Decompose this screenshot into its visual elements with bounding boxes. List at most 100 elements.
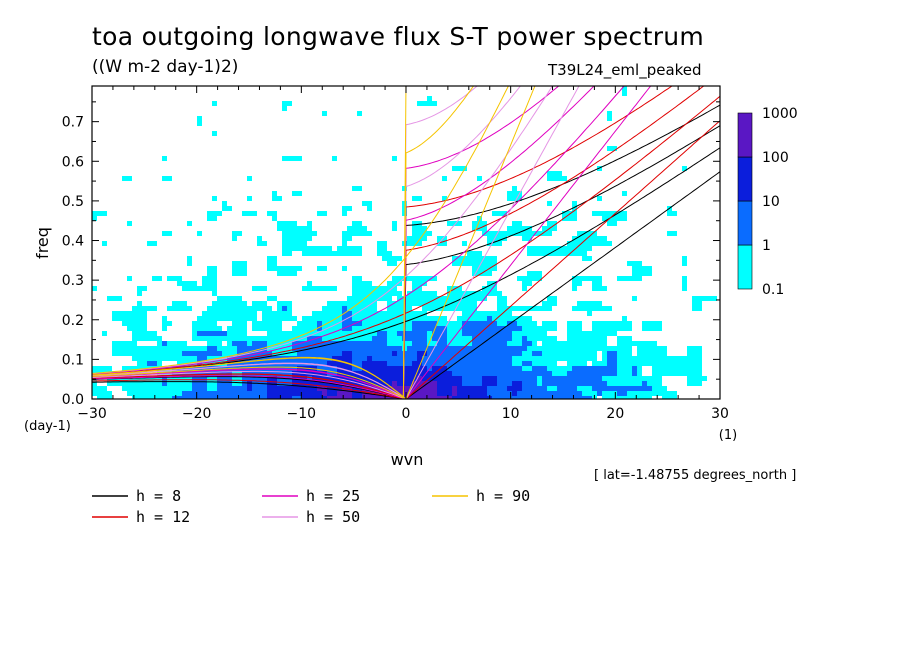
spectrum-cell — [682, 281, 687, 286]
spectrum-cell — [172, 371, 232, 376]
x-tick-label: 30 — [711, 406, 729, 422]
spectrum-cell — [457, 386, 487, 391]
spectrum-cell — [277, 306, 282, 311]
spectrum-cell — [337, 246, 362, 251]
spectrum-cell — [452, 386, 457, 391]
spectrum-cell — [342, 241, 347, 246]
spectrum-cell — [252, 326, 282, 331]
spectrum-cell — [352, 221, 362, 226]
spectrum-cell — [652, 371, 702, 376]
spectrum-cell — [317, 326, 322, 331]
spectrum-cell — [172, 301, 187, 306]
colorbar-label: 1 — [762, 238, 771, 254]
spectrum-cell — [127, 326, 147, 331]
spectrum-cell — [652, 386, 667, 391]
spectrum-cell — [227, 326, 247, 331]
spectrum-cell — [542, 351, 597, 356]
spectrum-cell — [617, 341, 657, 346]
spectrum-cell — [537, 381, 542, 386]
colorbar-segment — [737, 200, 753, 246]
chart-units: ((W m-2 day-1)2) — [92, 57, 239, 77]
spectrum-cell — [212, 101, 217, 106]
spectrum-cell — [602, 216, 627, 221]
spectrum-cell — [632, 271, 652, 276]
spectrum-cell — [452, 166, 467, 171]
spectrum-cell — [507, 341, 522, 346]
spectrum-cell — [167, 376, 192, 381]
spectrum-cell — [447, 331, 462, 336]
spectrum-cell — [192, 321, 217, 326]
spectrum-cell — [462, 321, 497, 326]
spectrum-cell — [167, 276, 182, 281]
spectrum-cell — [617, 366, 632, 371]
spectrum-cell — [187, 221, 192, 226]
chart-title: toa outgoing longwave flux S-T power spe… — [92, 22, 705, 51]
spectrum-cell — [667, 231, 677, 236]
spectrum-cell — [207, 266, 217, 271]
spectrum-cell — [267, 391, 322, 396]
spectrum-cell — [352, 391, 362, 396]
spectrum-cell — [417, 356, 422, 361]
spectrum-cell — [352, 396, 362, 399]
spectrum-cell — [322, 306, 342, 311]
spectrum-cell — [547, 201, 552, 206]
spectrum-cell — [172, 396, 267, 399]
spectrum-cell — [167, 381, 192, 386]
spectrum-cell — [207, 211, 222, 216]
x-tick-label: −30 — [77, 406, 107, 422]
spectrum-cell — [332, 156, 337, 161]
spectrum-cell — [317, 366, 337, 371]
spectrum-cell — [392, 221, 397, 226]
spectrum-cell — [157, 361, 162, 366]
spectrum-cell — [517, 321, 537, 326]
spectrum-cell — [232, 321, 247, 326]
spectrum-cell — [622, 91, 627, 96]
spectrum-cell — [662, 396, 677, 399]
spectrum-cell — [387, 341, 412, 346]
spectrum-cell — [192, 336, 307, 341]
spectrum-cell — [682, 166, 687, 171]
spectrum-cell — [322, 326, 342, 331]
legend-label: h = 50 — [306, 508, 360, 526]
spectrum-cell — [222, 206, 232, 211]
spectrum-cell — [162, 381, 167, 386]
spectrum-cell — [127, 391, 182, 396]
spectrum-cell — [137, 286, 147, 291]
spectrum-cell — [257, 236, 262, 241]
spectrum-cell — [682, 256, 687, 261]
spectrum-cell — [537, 376, 542, 381]
spectrum-cell — [572, 306, 612, 311]
spectrum-cell — [642, 381, 647, 386]
spectrum-cell — [522, 386, 547, 391]
spectrum-cell — [102, 241, 107, 246]
spectrum-cell — [572, 276, 602, 281]
spectrum-cell — [217, 386, 247, 391]
colorbar-segment — [737, 112, 753, 158]
spectrum-cell — [497, 376, 537, 381]
spectrum-cell — [302, 251, 362, 256]
spectrum-cell — [242, 381, 247, 386]
spectrum-cell — [692, 306, 702, 311]
spectrum-cell — [437, 321, 462, 326]
y-tick-label: 0.2 — [62, 313, 84, 329]
spectrum-cell — [627, 261, 642, 266]
spectrum-cell — [652, 366, 702, 371]
spectrum-cell — [347, 296, 392, 301]
spectrum-cell — [622, 86, 627, 91]
spectrum-cell — [562, 216, 577, 221]
spectrum-cell — [472, 336, 512, 341]
spectrum-cell — [377, 246, 387, 251]
spectrum-cell — [132, 336, 162, 341]
spectrum-cell — [162, 326, 167, 331]
spectrum-cell — [617, 391, 627, 396]
spectrum-cell — [597, 166, 602, 171]
gravity-wave-n2-h90 — [92, 86, 407, 399]
spectrum-cell — [362, 201, 372, 206]
y-tick-label: 0.4 — [62, 234, 84, 250]
spectrum-cell — [577, 231, 597, 236]
spectrum-cell — [97, 396, 112, 399]
mixed-rossby-gravity-h50 — [92, 86, 553, 375]
spectrum-cell — [302, 286, 337, 291]
spectrum-cell — [412, 381, 437, 386]
rossby-wave-h25 — [92, 368, 407, 399]
